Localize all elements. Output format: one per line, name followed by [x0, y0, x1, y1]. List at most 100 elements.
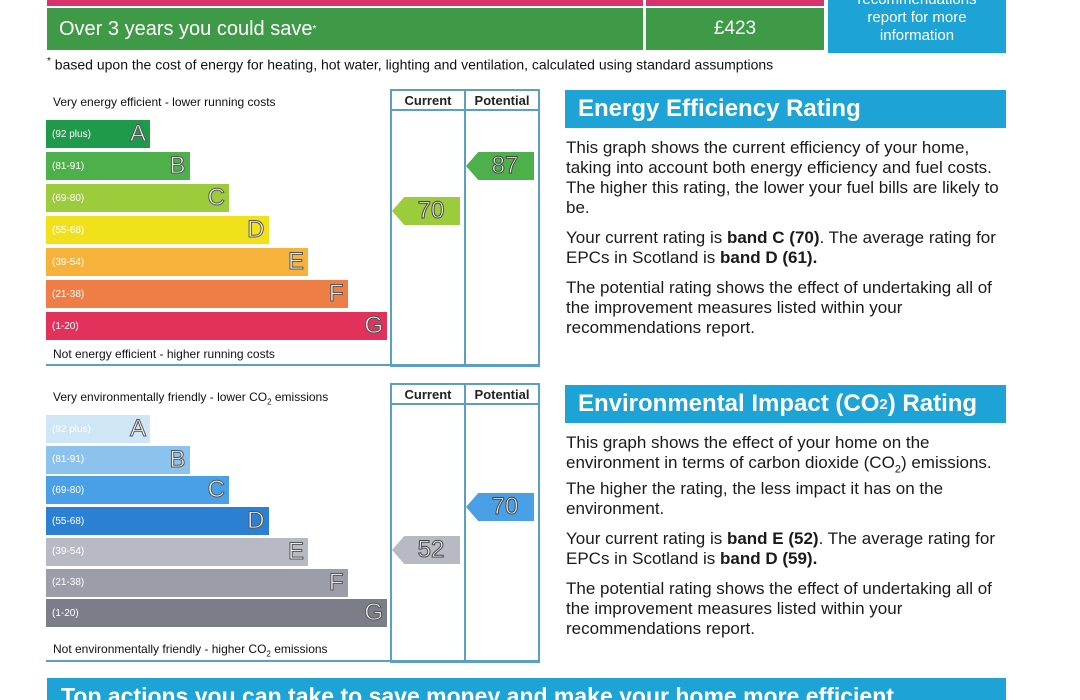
footnote-mark: * [47, 56, 51, 67]
energy-band-range: (21-38) [52, 288, 85, 300]
savings-asterisk: * [312, 23, 317, 35]
env-band-range: (21-38) [52, 577, 85, 588]
energy-band-c: (69-80) C [46, 184, 229, 212]
env-current-band: band E (52) [726, 529, 819, 549]
env-current-arrow: 52 [392, 536, 460, 564]
energy-chart-baseline [46, 364, 540, 366]
energy-potential-arrow: 87 [466, 152, 534, 180]
energy-band-a: (92 plus) A [46, 120, 150, 148]
env-para-2: Your current rating is band E (52). The … [566, 529, 1006, 569]
env-top-label: Very environmentally friendly - lower CO… [53, 390, 328, 406]
top-band-strip [47, 0, 643, 6]
energy-current-band: band C (70) [726, 228, 820, 247]
env-para-2-c: . The average rating for EPCs in Scotlan… [566, 529, 995, 569]
energy-band-letter: A [129, 120, 146, 148]
env-top-label-a: Very environmentally friendly - lower CO [53, 390, 268, 404]
env-col-current: Current [392, 385, 464, 405]
info-line-3: information [879, 27, 955, 44]
energy-bottom-label: Not energy efficient - higher running co… [53, 347, 275, 361]
env-col-potential: Potential [466, 385, 538, 405]
env-rating-chart: Very environmentally friendly - lower CO… [46, 383, 540, 663]
energy-band-letter: B [169, 152, 186, 180]
energy-text-block: This graph shows the current efficiency … [566, 138, 1006, 348]
env-para-1: This graph shows the effect of your home… [566, 433, 1006, 519]
energy-band-range: (69-80) [52, 192, 85, 204]
env-band-range: (92 plus) [52, 423, 91, 435]
energy-top-label: Very energy efficient - lower running co… [53, 95, 276, 109]
env-band-letter: G [364, 599, 384, 627]
env-bottom-label: Not environmentally friendly - higher CO… [53, 642, 328, 658]
env-para-2-a: Your current rating is [566, 529, 727, 549]
env-para-1-sub: 2 [894, 463, 901, 476]
info-line-1: recommendations [828, 0, 1006, 9]
energy-band-range: (92 plus) [52, 128, 91, 140]
env-band-letter: C [207, 476, 225, 504]
energy-para-2-c: . The average rating for EPCs in Scotlan… [566, 228, 996, 267]
energy-para-2-a: Your current rating is [566, 228, 727, 247]
env-band-range: (1-20) [52, 607, 79, 619]
top-actions-heading: Top actions you can take to save money a… [47, 678, 1006, 700]
energy-average-band: band D (61). [720, 248, 818, 267]
env-chart-baseline [46, 660, 540, 662]
energy-para-2: Your current rating is band C (70). The … [566, 228, 1006, 268]
env-band-g: (1-20) G [46, 599, 387, 628]
savings-amount: £423 [646, 8, 824, 50]
env-para-1-b: ) emissions. The higher the rating, the … [566, 453, 992, 519]
env-band-a: (92 plus) A [46, 415, 150, 443]
energy-col-potential: Potential [466, 91, 538, 111]
energy-current-arrow: 70 [392, 197, 460, 225]
energy-band-letter: D [247, 216, 265, 244]
energy-band-range: (1-20) [52, 320, 79, 332]
env-current-value: 52 [417, 536, 445, 564]
env-para-3: The potential rating shows the effect of… [566, 579, 992, 639]
energy-band-b: (81-91) B [46, 152, 190, 180]
env-band-b: (81-91) B [46, 445, 190, 474]
energy-heading: Energy Efficiency Rating [565, 90, 1006, 128]
env-bottom-label-sub: 2 [266, 649, 271, 659]
savings-label: Over 3 years you could save * [47, 8, 643, 50]
env-heading-sub: 2 [879, 395, 888, 413]
energy-band-range: (81-91) [52, 160, 85, 172]
energy-para-1: This graph shows the current efficiency … [566, 138, 999, 217]
env-heading-b: ) Rating [887, 390, 978, 417]
footnote-text: based upon the cost of energy for heatin… [54, 56, 774, 73]
energy-band-letter: C [207, 184, 225, 212]
energy-band-d: (55-68) D [46, 216, 269, 244]
energy-band-g: (1-20) G [46, 312, 387, 340]
env-band-letter: A [129, 415, 146, 443]
env-bottom-label-a: Not environmentally friendly - higher CO [53, 642, 267, 656]
energy-band-e: (39-54) E [46, 248, 308, 276]
env-band-range: (81-91) [52, 454, 85, 466]
energy-para-3: The potential rating shows the effect of… [566, 278, 992, 337]
energy-band-letter: G [364, 312, 384, 340]
env-average-band: band D (59). [720, 549, 818, 569]
env-potential-arrow: 70 [466, 493, 534, 521]
env-columns-frame: Current Potential [390, 383, 540, 663]
energy-band-letter: F [328, 280, 344, 308]
energy-rating-chart: Very energy efficient - lower running co… [46, 89, 540, 367]
env-top-label-b: emissions [271, 390, 329, 404]
env-band-range: (39-54) [52, 546, 85, 558]
env-top-label-sub: 2 [267, 397, 272, 407]
env-band-c: (69-80) C [46, 476, 229, 505]
env-heading: Environmental Impact (CO 2) Rating [565, 385, 1006, 423]
energy-band-f: (21-38) F [46, 280, 348, 308]
env-col-divider [464, 385, 466, 661]
savings-label-text: Over 3 years you could save [59, 17, 313, 40]
env-band-letter: D [247, 507, 265, 535]
energy-band-letter: E [287, 248, 304, 276]
env-band-e: (39-54) E [46, 537, 308, 566]
info-box: recommendations report for more informat… [828, 0, 1006, 53]
energy-col-current: Current [392, 91, 464, 111]
env-heading-a: Environmental Impact (CO [578, 390, 880, 417]
env-bottom-label-b: emissions [270, 642, 328, 656]
env-text-block: This graph shows the effect of your home… [566, 433, 1006, 649]
env-band-letter: E [287, 537, 304, 565]
energy-band-range: (55-68) [52, 224, 85, 236]
energy-current-value: 70 [417, 197, 445, 225]
env-band-f: (21-38) F [46, 568, 348, 597]
env-band-range: (69-80) [52, 484, 85, 496]
env-potential-value: 70 [491, 493, 519, 521]
energy-band-range: (39-54) [52, 256, 85, 268]
energy-potential-value: 87 [491, 152, 519, 180]
